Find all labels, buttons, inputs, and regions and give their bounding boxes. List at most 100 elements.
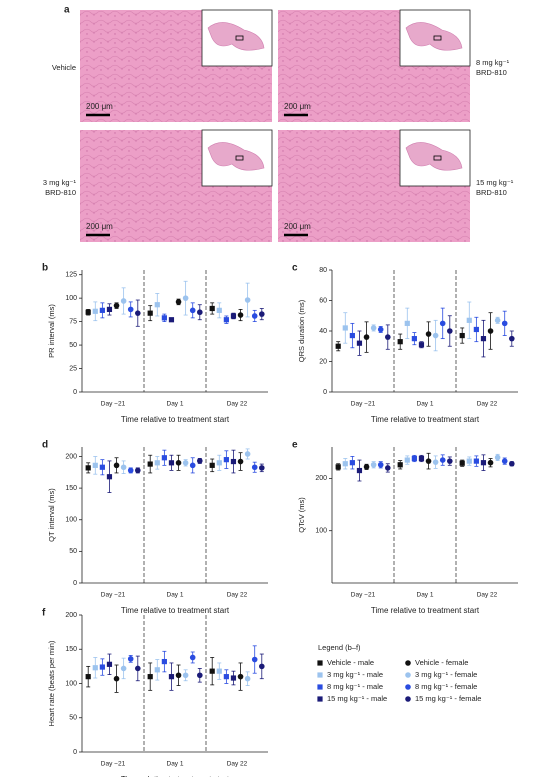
data-point — [259, 465, 265, 471]
y-tick-label: 150 — [65, 646, 77, 653]
y-tick-label: 75 — [69, 318, 77, 325]
scale-label: 200 μm — [284, 102, 311, 111]
legend-marker — [317, 696, 323, 702]
data-point — [168, 460, 175, 466]
legend-label: 3 mg kg⁻¹ - male — [327, 670, 383, 679]
data-point — [251, 656, 258, 663]
data-point — [161, 455, 167, 461]
data-point — [244, 451, 251, 457]
y-tick-label: 50 — [69, 715, 77, 722]
data-point — [501, 458, 508, 464]
data-point — [85, 674, 91, 680]
data-point — [216, 668, 222, 674]
data-point — [175, 672, 182, 679]
x-tick-label: Day 22 — [227, 761, 248, 768]
legend-marker — [405, 684, 411, 690]
data-point — [175, 460, 182, 466]
data-point — [209, 305, 215, 312]
data-point — [363, 464, 370, 470]
data-point — [447, 328, 453, 334]
data-point — [182, 460, 189, 466]
data-point — [377, 461, 384, 468]
y-tick-label: 0 — [73, 389, 77, 396]
data-point — [147, 461, 153, 467]
data-point — [459, 460, 465, 466]
y-tick-label: 200 — [65, 612, 77, 619]
data-point — [335, 343, 341, 349]
data-point — [418, 342, 425, 348]
data-point — [127, 656, 134, 662]
y-tick-label: 100 — [65, 517, 77, 524]
data-point — [259, 663, 265, 670]
data-point — [106, 661, 113, 667]
data-point — [487, 459, 494, 466]
data-point — [92, 308, 98, 314]
x-tick-label: Day 22 — [227, 592, 248, 599]
data-point — [230, 675, 237, 681]
data-point — [363, 334, 370, 340]
data-point — [259, 311, 265, 317]
data-point — [113, 302, 120, 309]
data-point — [154, 667, 160, 673]
data-point — [356, 467, 363, 474]
panel-label: e — [292, 440, 298, 451]
inset-roi — [235, 155, 244, 161]
data-point — [335, 464, 341, 470]
data-point — [197, 458, 203, 464]
data-point — [418, 455, 425, 462]
data-point — [147, 310, 153, 316]
legend-marker — [405, 672, 411, 678]
data-point — [113, 462, 120, 469]
y-tick-label: 200 — [65, 453, 77, 460]
data-point — [349, 460, 355, 466]
legend-title: Legend (b–f) — [318, 643, 361, 652]
y-tick-label: 100 — [65, 295, 77, 302]
x-axis-title: Time relative to treatment start — [371, 606, 480, 615]
data-point — [432, 332, 439, 339]
legend-marker — [317, 660, 323, 666]
x-tick-label: Day −21 — [351, 401, 376, 408]
data-point — [342, 325, 348, 331]
inset-roi — [433, 155, 442, 161]
data-point — [99, 664, 105, 670]
data-point — [92, 462, 98, 468]
data-point — [244, 675, 251, 682]
x-tick-label: Day 1 — [417, 592, 434, 599]
x-axis-title: Time relative to treatment start — [371, 415, 480, 424]
data-point — [216, 307, 222, 313]
data-point — [404, 457, 410, 463]
legend-label: 8 mg kg⁻¹ - male — [327, 682, 383, 691]
data-point — [480, 336, 487, 342]
y-tick-label: 20 — [319, 358, 327, 365]
x-tick-label: Day 1 — [167, 761, 184, 768]
x-tick-label: Day −21 — [351, 592, 376, 599]
data-point — [480, 460, 487, 466]
data-point — [244, 297, 251, 303]
data-point — [251, 313, 258, 319]
data-point — [85, 309, 91, 315]
data-point — [473, 326, 479, 333]
x-tick-label: Day −21 — [101, 401, 126, 408]
scale-label: 200 μm — [284, 222, 311, 231]
x-tick-label: Day −21 — [101, 761, 126, 768]
y-axis-title: QRS duration (ms) — [297, 299, 306, 362]
legend-marker — [405, 696, 411, 702]
data-point — [349, 332, 355, 339]
data-point — [127, 306, 134, 313]
data-point — [411, 455, 417, 462]
treatment-label: 8 mg kg⁻¹ — [476, 58, 510, 67]
data-point — [425, 458, 432, 464]
data-point — [120, 665, 127, 672]
data-point — [135, 310, 141, 316]
y-axis-title: PR interval (ms) — [47, 304, 56, 358]
data-point — [189, 462, 196, 469]
data-point — [385, 465, 391, 471]
x-axis-title: Time relative to treatment start — [121, 775, 230, 777]
y-tick-label: 200 — [315, 475, 327, 482]
y-tick-label: 25 — [69, 365, 77, 372]
data-point — [397, 462, 403, 468]
data-point — [230, 458, 237, 465]
data-point — [182, 295, 189, 301]
legend-label: Vehicle - male — [327, 658, 374, 667]
